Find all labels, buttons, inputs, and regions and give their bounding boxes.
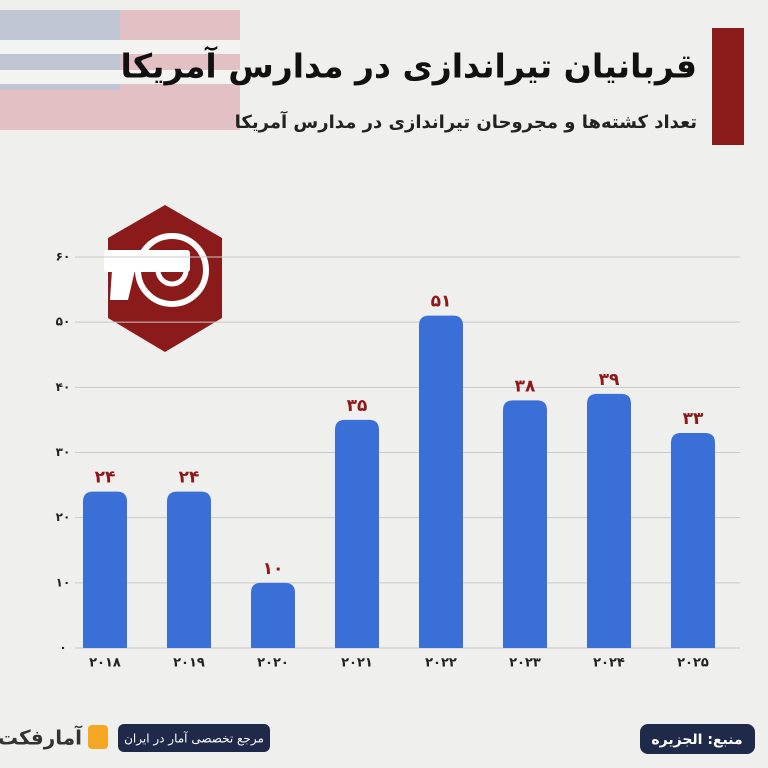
chart-title: قربانیان تیراندازی در مدارس آمریکا bbox=[120, 46, 697, 87]
y-tick-label: ۵۰ bbox=[56, 315, 71, 329]
bar bbox=[251, 582, 295, 648]
y-tick-label: ۳۰ bbox=[56, 445, 71, 459]
bar bbox=[587, 393, 631, 648]
tagline: مرجع تخصصی آمار در ایران bbox=[124, 731, 264, 747]
x-tick-label: ۲۰۲۵ bbox=[677, 656, 709, 671]
value-label: ۵۱ bbox=[431, 292, 452, 312]
y-tick-label: ۶۰ bbox=[56, 250, 71, 264]
value-label: ۲۴ bbox=[179, 468, 200, 488]
x-tick-label: ۲۰۲۴ bbox=[593, 656, 625, 671]
tagline-box bbox=[118, 724, 270, 752]
brand: آمارفکت bbox=[0, 725, 83, 750]
value-label: ۲۴ bbox=[95, 468, 116, 488]
y-tick-label: ۰ bbox=[59, 641, 66, 655]
y-tick-label: ۴۰ bbox=[56, 380, 71, 394]
chart-subtitle: تعداد کشته‌ها و مجروحان تیراندازی در مدا… bbox=[235, 110, 697, 133]
bar bbox=[671, 432, 715, 648]
y-tick-label: ۱۰ bbox=[56, 575, 71, 589]
bar bbox=[335, 419, 379, 648]
x-tick-label: ۲۰۱۸ bbox=[89, 656, 121, 671]
source-box bbox=[640, 724, 755, 754]
bar bbox=[503, 400, 547, 648]
x-tick-label: ۲۰۲۱ bbox=[341, 656, 373, 671]
bar bbox=[83, 491, 127, 648]
x-tick-label: ۲۰۲۲ bbox=[425, 656, 457, 671]
brand-icon bbox=[88, 725, 108, 749]
target-icon bbox=[104, 205, 222, 352]
source: منبع: الجزیره bbox=[651, 732, 742, 748]
value-label: ۳۹ bbox=[599, 370, 620, 390]
flag-decoration bbox=[0, 10, 240, 130]
bar bbox=[419, 315, 463, 648]
value-label: ۱۰ bbox=[263, 559, 284, 579]
title-accent bbox=[712, 28, 744, 145]
value-label: ۳۳ bbox=[683, 409, 704, 429]
x-tick-label: ۲۰۱۹ bbox=[173, 656, 205, 671]
x-tick-label: ۲۰۲۳ bbox=[509, 656, 541, 671]
value-label: ۳۸ bbox=[515, 376, 536, 396]
x-tick-label: ۲۰۲۰ bbox=[257, 656, 289, 671]
value-label: ۳۵ bbox=[347, 396, 368, 416]
footer: مرجع تخصصی آمار در ایران آمارفکت منبع: ا… bbox=[0, 724, 755, 754]
plot: ۰ ۱۰ ۲۰ ۳۰ ۴۰ ۵۰ ۶۰ ۲۰۱۸ ۲۴ ۲۰۱۹ ۲۴ ۲۰۲۰ ۱۰ ۲۰۲۱ ۳۵ ۲۰۲… bbox=[56, 250, 740, 671]
y-tick-label: ۲۰ bbox=[56, 510, 71, 524]
bar bbox=[167, 491, 211, 648]
